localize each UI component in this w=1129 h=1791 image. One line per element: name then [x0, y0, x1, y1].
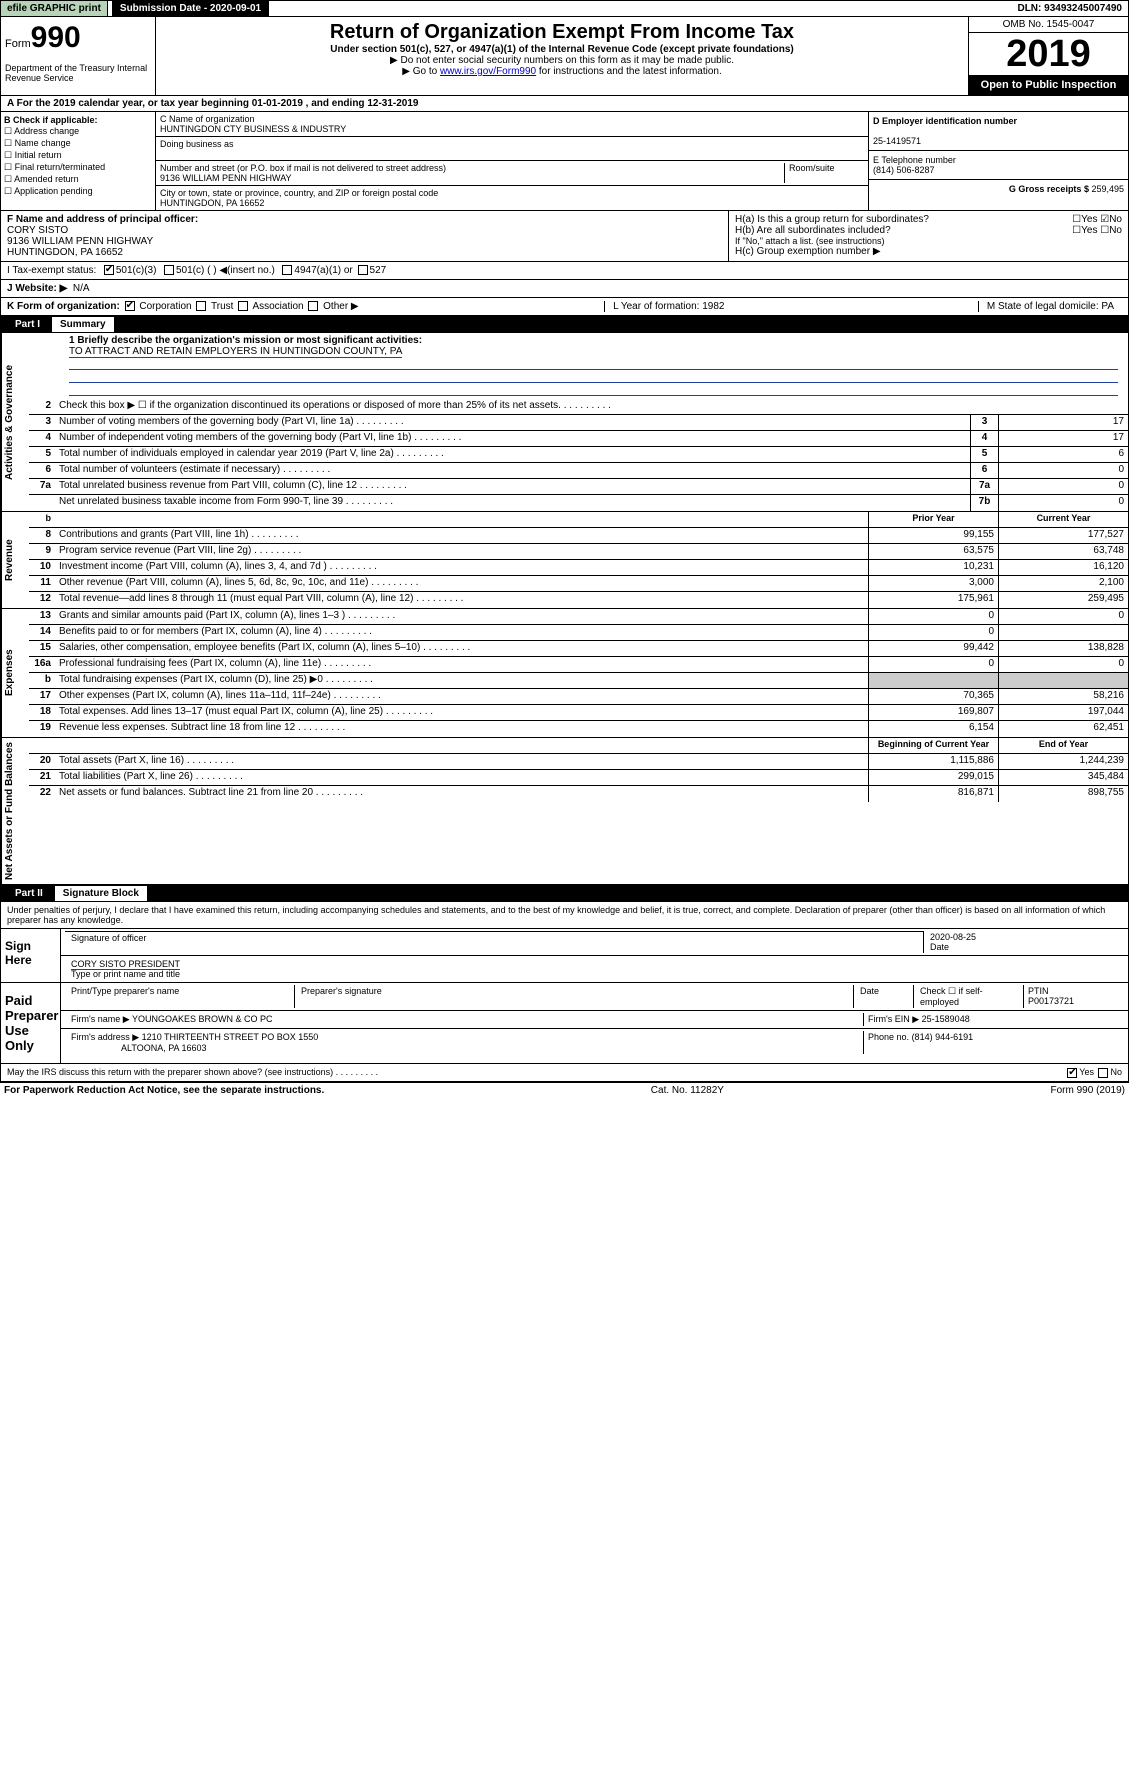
row-a-tax-year: A For the 2019 calendar year, or tax yea…	[0, 96, 1129, 112]
website-row: J Website: ▶ N/A	[0, 280, 1129, 298]
open-public: Open to Public Inspection	[969, 75, 1128, 95]
top-bar: efile GRAPHIC print Submission Date - 20…	[0, 0, 1129, 17]
line-10: 10 Investment income (Part VIII, column …	[29, 560, 1128, 576]
line-20: 20 Total assets (Part X, line 16) 1,115,…	[29, 754, 1128, 770]
line-8: 8 Contributions and grants (Part VIII, l…	[29, 528, 1128, 544]
line-15: 15 Salaries, other compensation, employe…	[29, 641, 1128, 657]
tax-exempt-status: I Tax-exempt status: 501(c)(3) 501(c) ( …	[0, 262, 1129, 280]
firm-phone: (814) 944-6191	[912, 1032, 974, 1042]
line-9: 9 Program service revenue (Part VIII, li…	[29, 544, 1128, 560]
principal-officer: F Name and address of principal officer:…	[1, 211, 728, 261]
org-name: HUNTINGDON CTY BUSINESS & INDUSTRY	[160, 124, 346, 134]
line-4: 4 Number of independent voting members o…	[29, 431, 1128, 447]
perjury-text: Under penalties of perjury, I declare th…	[0, 902, 1129, 929]
mission-block: 1 Briefly describe the organization's mi…	[29, 333, 1128, 399]
section-governance: Activities & Governance 1 Briefly descri…	[0, 333, 1129, 512]
line-12: 12 Total revenue—add lines 8 through 11 …	[29, 592, 1128, 608]
row-f-h: F Name and address of principal officer:…	[0, 211, 1129, 262]
line-18: 18 Total expenses. Add lines 13–17 (must…	[29, 705, 1128, 721]
group-return: H(a) Is this a group return for subordin…	[728, 211, 1128, 261]
form-ref: Form 990 (2019)	[1051, 1085, 1125, 1096]
year-box: OMB No. 1545-0047 2019 Open to Public In…	[968, 17, 1128, 95]
line-3: 3 Number of voting members of the govern…	[29, 415, 1128, 431]
col-c-name-addr: C Name of organizationHUNTINGDON CTY BUS…	[156, 112, 868, 210]
website: N/A	[73, 283, 90, 294]
line-5: 5 Total number of individuals employed i…	[29, 447, 1128, 463]
revenue-header: b Prior Year Current Year	[29, 512, 1128, 528]
col-de: D Employer identification number25-14195…	[868, 112, 1128, 210]
form-header: Form990 Department of the Treasury Inter…	[0, 17, 1129, 96]
col-b-checkboxes: B Check if applicable: ☐ Address change …	[1, 112, 156, 210]
dln: DLN: 93493245007490	[1011, 1, 1128, 16]
vlabel-governance: Activities & Governance	[1, 333, 29, 511]
vlabel-expenses: Expenses	[1, 609, 29, 737]
subtitle2: ▶ Do not enter social security numbers o…	[160, 55, 964, 66]
form-number-box: Form990 Department of the Treasury Inter…	[1, 17, 156, 95]
org-street: 9136 WILLIAM PENN HIGHWAY	[160, 173, 292, 183]
org-city: HUNTINGDON, PA 16652	[160, 198, 264, 208]
paperwork-notice: For Paperwork Reduction Act Notice, see …	[4, 1085, 324, 1096]
sign-here-label: Sign Here	[1, 929, 61, 982]
efile-badge[interactable]: efile GRAPHIC print	[1, 1, 108, 16]
form-of-org: K Form of organization: Corporation Trus…	[0, 298, 1129, 316]
line-11: 11 Other revenue (Part VIII, column (A),…	[29, 576, 1128, 592]
chk-501c3[interactable]	[104, 265, 114, 275]
submission-date: Submission Date - 2020-09-01	[112, 1, 269, 16]
vlabel-net: Net Assets or Fund Balances	[1, 738, 29, 884]
subtitle1: Under section 501(c), 527, or 4947(a)(1)…	[160, 44, 964, 55]
line-21: 21 Total liabilities (Part X, line 26) 2…	[29, 770, 1128, 786]
page-footer: For Paperwork Reduction Act Notice, see …	[0, 1082, 1129, 1098]
firm-addr: 1210 THIRTEENTH STREET PO BOX 1550	[142, 1032, 319, 1042]
part2-header: Part IISignature Block	[0, 885, 1129, 902]
org-info-grid: B Check if applicable: ☐ Address change …	[0, 112, 1129, 211]
subtitle3: ▶ Go to www.irs.gov/Form990 for instruct…	[160, 66, 964, 77]
tax-year: 2019	[969, 33, 1128, 75]
ptin: P00173721	[1028, 996, 1074, 1006]
omb: OMB No. 1545-0047	[969, 17, 1128, 33]
phone: (814) 506-8287	[873, 165, 935, 175]
discuss-yes[interactable]	[1067, 1068, 1077, 1078]
cat-no: Cat. No. 11282Y	[651, 1085, 724, 1096]
line-22: 22 Net assets or fund balances. Subtract…	[29, 786, 1128, 802]
irs-link[interactable]: www.irs.gov/Form990	[440, 66, 536, 77]
ein: 25-1419571	[873, 136, 921, 146]
line-7b: Net unrelated business taxable income fr…	[29, 495, 1128, 511]
year-formation: L Year of formation: 1982	[604, 301, 732, 312]
line-14: 14 Benefits paid to or for members (Part…	[29, 625, 1128, 641]
line-2: 2 Check this box ▶ ☐ if the organization…	[29, 399, 1128, 415]
net-header: Beginning of Current Year End of Year	[29, 738, 1128, 754]
sign-here-block: Sign Here Signature of officer 2020-08-2…	[0, 929, 1129, 983]
section-net-assets: Net Assets or Fund Balances Beginning of…	[0, 738, 1129, 885]
line-13: 13 Grants and similar amounts paid (Part…	[29, 609, 1128, 625]
discuss-row: May the IRS discuss this return with the…	[0, 1064, 1129, 1082]
gross-receipts: 259,495	[1091, 184, 1124, 194]
firm-name: YOUNGOAKES BROWN & CO PC	[132, 1014, 273, 1024]
dept-treasury: Department of the Treasury Internal Reve…	[5, 63, 151, 83]
state-domicile: M State of legal domicile: PA	[978, 301, 1122, 312]
line-b: b Total fundraising expenses (Part IX, c…	[29, 673, 1128, 689]
mission-text: TO ATTRACT AND RETAIN EMPLOYERS IN HUNTI…	[69, 346, 402, 358]
discuss-no[interactable]	[1098, 1068, 1108, 1078]
section-expenses: Expenses 13 Grants and similar amounts p…	[0, 609, 1129, 738]
line-16a: 16a Professional fundraising fees (Part …	[29, 657, 1128, 673]
section-revenue: Revenue b Prior Year Current Year 8 Cont…	[0, 512, 1129, 609]
line-19: 19 Revenue less expenses. Subtract line …	[29, 721, 1128, 737]
title: Return of Organization Exempt From Incom…	[160, 21, 964, 44]
paid-preparer-label: Paid Preparer Use Only	[1, 983, 61, 1063]
vlabel-revenue: Revenue	[1, 512, 29, 608]
firm-ein: 25-1589048	[922, 1014, 970, 1024]
sign-date: 2020-08-25	[930, 932, 976, 942]
line-17: 17 Other expenses (Part IX, column (A), …	[29, 689, 1128, 705]
form-title: Return of Organization Exempt From Incom…	[156, 17, 968, 95]
line-7a: 7a Total unrelated business revenue from…	[29, 479, 1128, 495]
part1-header: Part ISummary	[0, 316, 1129, 333]
paid-preparer-block: Paid Preparer Use Only Print/Type prepar…	[0, 983, 1129, 1064]
line-6: 6 Total number of volunteers (estimate i…	[29, 463, 1128, 479]
